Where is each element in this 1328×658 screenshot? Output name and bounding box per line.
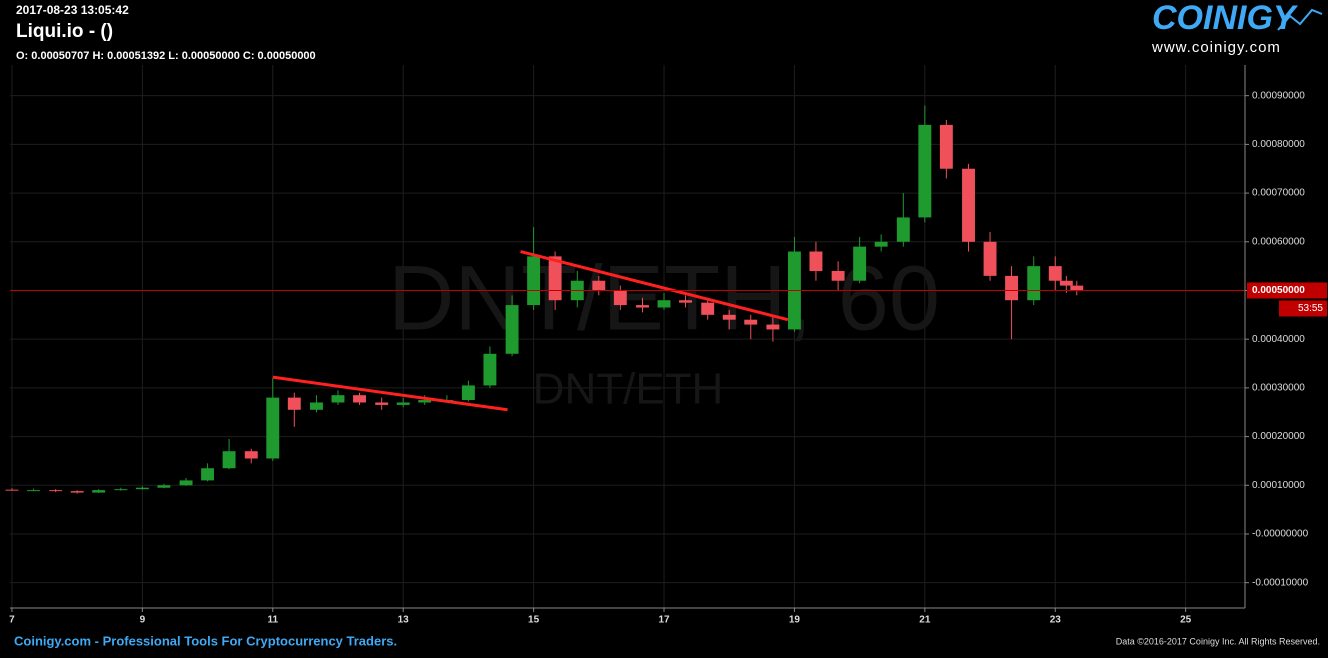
y-tick-label: 0.00090000 <box>1252 90 1305 101</box>
candle-body <box>766 324 780 330</box>
candle-body <box>353 395 366 403</box>
y-tick-label: 0.00070000 <box>1252 188 1305 199</box>
logo: COINIGY <box>1152 0 1299 37</box>
x-tick-label: 17 <box>658 615 670 626</box>
candle-body <box>853 246 867 281</box>
candle-body <box>461 385 475 401</box>
candle-body <box>114 489 128 491</box>
candle-body <box>1059 280 1073 286</box>
candle-body <box>636 305 649 308</box>
candle-body <box>222 451 236 469</box>
candle-body <box>157 485 171 488</box>
candle-body <box>983 241 997 276</box>
candle-body <box>396 402 410 405</box>
candle-body <box>831 270 845 281</box>
grid <box>10 65 1245 608</box>
x-tick-label: 21 <box>919 615 931 626</box>
candle-body <box>744 319 758 325</box>
x-tick-label: 13 <box>398 615 410 626</box>
x-tick-label: 11 <box>267 615 278 626</box>
candle-body <box>201 468 215 481</box>
last-price-box <box>1247 282 1327 299</box>
candle-body <box>896 217 910 242</box>
candle-body <box>1027 266 1041 301</box>
logo-graph <box>1277 8 1323 31</box>
x-tick-label: 25 <box>1180 615 1192 626</box>
watermark-pair: DNT/ETH <box>533 365 724 414</box>
trend-line <box>520 250 789 322</box>
candle-body <box>918 124 932 218</box>
candle-body <box>874 241 888 247</box>
candle-body <box>92 490 106 493</box>
candle-body <box>1005 275 1019 301</box>
countdown: 53:55 <box>1298 303 1323 314</box>
candle-body <box>70 491 84 493</box>
candle-body <box>418 400 432 403</box>
candle-body <box>1070 285 1084 291</box>
candle-body <box>505 305 519 354</box>
x-tick-label: 19 <box>789 615 801 626</box>
candle-body <box>244 451 258 459</box>
candle-body <box>962 168 975 242</box>
candle-body <box>939 124 953 169</box>
footer-tagline: Coinigy.com - Professional Tools For Cry… <box>14 633 397 648</box>
y-tick-label: 0.00030000 <box>1252 383 1305 394</box>
candle-body <box>27 490 40 492</box>
candle-body <box>331 395 345 403</box>
candle-body <box>135 487 149 490</box>
candle-body <box>722 314 736 320</box>
candle-body <box>266 397 280 459</box>
y-tick-label: 0.00020000 <box>1252 431 1305 442</box>
candle-body <box>548 256 562 301</box>
trend-line <box>272 375 508 412</box>
x-tick-label: 15 <box>528 615 540 626</box>
ohlc-readout: O: 0.00050707 H: 0.00051392 L: 0.0005000… <box>16 50 316 62</box>
candle-body <box>375 402 389 405</box>
y-tick-label: 0.00080000 <box>1252 139 1305 150</box>
y-tick-label: 0.00040000 <box>1252 334 1305 345</box>
candle-body <box>657 300 671 308</box>
countdown-box <box>1279 300 1327 317</box>
candle-body <box>1048 266 1062 281</box>
footer-copyright: Data ©2016-2017 Coinigy Inc. All Rights … <box>1116 636 1320 646</box>
y-tick-label: -0.00010000 <box>1252 577 1309 588</box>
candle-body <box>701 302 715 315</box>
candle-body <box>287 397 301 410</box>
x-tick-label: 7 <box>9 615 15 626</box>
candle-body <box>809 251 823 271</box>
candle-body <box>592 280 606 291</box>
last-price-label: 0.00050000 <box>1252 285 1305 296</box>
candle-body <box>679 300 692 303</box>
y-tick-label: 0.00010000 <box>1252 480 1305 491</box>
y-tick-label: 0.00060000 <box>1252 236 1305 247</box>
candle-body <box>527 256 541 306</box>
candle-body <box>483 353 497 386</box>
candle-body <box>310 402 323 410</box>
candle-body <box>5 489 19 491</box>
x-tick-label: 9 <box>140 615 146 626</box>
x-tick-label: 23 <box>1050 615 1062 626</box>
y-tick-label: -0.00000000 <box>1252 529 1309 540</box>
marks <box>5 105 1245 494</box>
logo-url: www.coinigy.com <box>1151 39 1281 56</box>
candle-body <box>49 490 63 492</box>
timestamp: 2017-08-23 13:05:42 <box>16 3 129 17</box>
candle-body <box>179 480 193 486</box>
candle-body <box>613 290 627 306</box>
exchange-title: Liqui.io - () <box>16 21 113 42</box>
